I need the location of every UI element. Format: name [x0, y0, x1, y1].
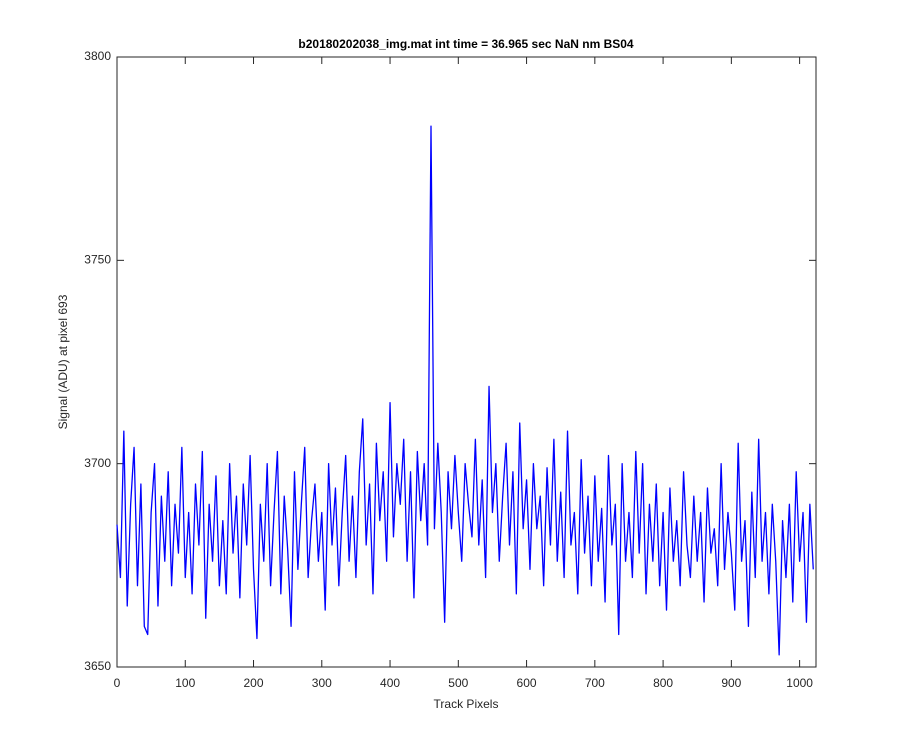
x-tick-label: 300 [312, 676, 332, 690]
x-axis-label: Track Pixels [434, 697, 499, 711]
x-tick-label: 600 [517, 676, 537, 690]
y-tick-label: 3800 [84, 49, 111, 63]
data-line [116, 125, 814, 656]
x-tick-label: 0 [114, 676, 121, 690]
chart-title: b20180202038_img.mat int time = 36.965 s… [298, 37, 634, 51]
x-tick-label: 100 [175, 676, 195, 690]
x-tick-label: 1000 [786, 676, 813, 690]
x-tick-label: 900 [721, 676, 741, 690]
y-tick-label: 3650 [84, 659, 111, 673]
x-tick-label: 200 [244, 676, 264, 690]
y-tick-label: 3700 [84, 456, 111, 470]
x-tick-label: 500 [448, 676, 468, 690]
plot-area [116, 56, 817, 668]
x-tick-label: 400 [380, 676, 400, 690]
y-tick-label: 3750 [84, 253, 111, 267]
y-axis-label: Signal (ADU) at pixel 693 [56, 294, 70, 429]
x-tick-label: 700 [585, 676, 605, 690]
x-tick-label: 800 [653, 676, 673, 690]
